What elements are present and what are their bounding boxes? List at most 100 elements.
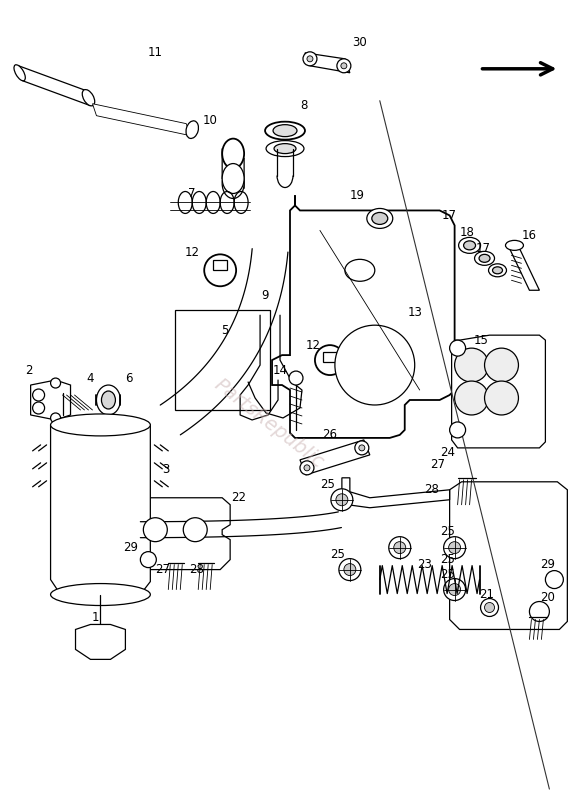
Text: 12: 12: [185, 246, 200, 259]
Polygon shape: [451, 335, 545, 448]
Text: 2: 2: [25, 363, 32, 377]
Circle shape: [51, 413, 61, 423]
Circle shape: [336, 494, 348, 506]
Ellipse shape: [266, 141, 304, 157]
Polygon shape: [30, 380, 71, 420]
Circle shape: [485, 381, 519, 415]
Polygon shape: [222, 149, 244, 189]
Ellipse shape: [51, 414, 150, 436]
Circle shape: [485, 348, 519, 382]
Text: 23: 23: [417, 558, 432, 571]
Circle shape: [444, 578, 465, 601]
Text: 15: 15: [474, 334, 489, 346]
Text: 5: 5: [221, 324, 229, 337]
Text: 30: 30: [353, 36, 367, 50]
Circle shape: [485, 602, 495, 613]
Circle shape: [140, 552, 157, 568]
Ellipse shape: [222, 163, 244, 194]
Circle shape: [481, 598, 499, 617]
Text: 25: 25: [321, 478, 335, 491]
Text: 22: 22: [231, 491, 246, 504]
Polygon shape: [92, 104, 190, 136]
Circle shape: [33, 389, 44, 401]
Circle shape: [304, 465, 310, 471]
Text: 3: 3: [162, 463, 170, 476]
Polygon shape: [126, 498, 230, 570]
Circle shape: [337, 59, 351, 73]
Ellipse shape: [273, 125, 297, 137]
Text: 14: 14: [273, 363, 287, 377]
Ellipse shape: [274, 144, 296, 154]
Circle shape: [335, 325, 415, 405]
Text: 13: 13: [407, 306, 422, 318]
Circle shape: [449, 583, 461, 595]
Circle shape: [530, 602, 550, 622]
Ellipse shape: [458, 238, 481, 254]
Text: 11: 11: [148, 46, 163, 59]
Ellipse shape: [186, 121, 199, 138]
Polygon shape: [51, 425, 150, 594]
Text: 28: 28: [189, 563, 204, 576]
Circle shape: [51, 378, 61, 388]
Text: 27: 27: [155, 563, 170, 576]
Polygon shape: [342, 478, 450, 508]
Ellipse shape: [506, 240, 523, 250]
Text: 25: 25: [440, 525, 455, 538]
Bar: [213, 260, 227, 270]
Ellipse shape: [489, 264, 506, 277]
Circle shape: [450, 340, 465, 356]
Circle shape: [344, 564, 356, 575]
Bar: [323, 352, 337, 362]
Text: 6: 6: [124, 371, 132, 385]
Ellipse shape: [475, 251, 495, 266]
Text: 4: 4: [87, 371, 94, 385]
Text: 24: 24: [440, 446, 455, 459]
Polygon shape: [19, 66, 91, 106]
Polygon shape: [509, 248, 540, 290]
Ellipse shape: [222, 169, 244, 198]
Circle shape: [454, 381, 489, 415]
Text: 28: 28: [424, 483, 439, 496]
Polygon shape: [75, 625, 126, 659]
Circle shape: [359, 445, 365, 451]
Circle shape: [183, 518, 207, 542]
Text: 16: 16: [522, 229, 537, 242]
Text: 20: 20: [540, 591, 555, 604]
Text: 25: 25: [440, 568, 455, 581]
Text: 27: 27: [430, 458, 445, 471]
Ellipse shape: [82, 90, 95, 106]
Circle shape: [143, 518, 167, 542]
Circle shape: [331, 489, 353, 510]
Text: 17: 17: [442, 209, 457, 222]
Circle shape: [545, 570, 564, 589]
Circle shape: [444, 537, 465, 558]
Text: 29: 29: [540, 558, 555, 571]
Text: 10: 10: [203, 114, 218, 127]
Polygon shape: [305, 53, 350, 73]
Circle shape: [454, 348, 489, 382]
Polygon shape: [272, 195, 454, 438]
Text: 21: 21: [479, 588, 494, 601]
Circle shape: [289, 371, 303, 385]
Circle shape: [303, 52, 317, 66]
Circle shape: [341, 63, 347, 69]
Text: 9: 9: [261, 289, 269, 302]
Text: 29: 29: [123, 541, 138, 554]
Ellipse shape: [372, 213, 388, 225]
Ellipse shape: [51, 583, 150, 606]
Text: 26: 26: [322, 429, 338, 442]
Ellipse shape: [14, 65, 25, 81]
Ellipse shape: [96, 385, 120, 415]
Text: PartsRepublic: PartsRepublic: [210, 375, 327, 473]
Text: 7: 7: [189, 187, 196, 200]
Circle shape: [389, 537, 411, 558]
Bar: [175, 310, 270, 410]
Ellipse shape: [479, 254, 490, 262]
Text: 25: 25: [440, 553, 455, 566]
Circle shape: [33, 402, 44, 414]
Text: 1: 1: [92, 611, 99, 624]
Polygon shape: [300, 440, 370, 475]
Circle shape: [450, 422, 465, 438]
Text: 18: 18: [460, 226, 475, 239]
Ellipse shape: [367, 209, 393, 229]
